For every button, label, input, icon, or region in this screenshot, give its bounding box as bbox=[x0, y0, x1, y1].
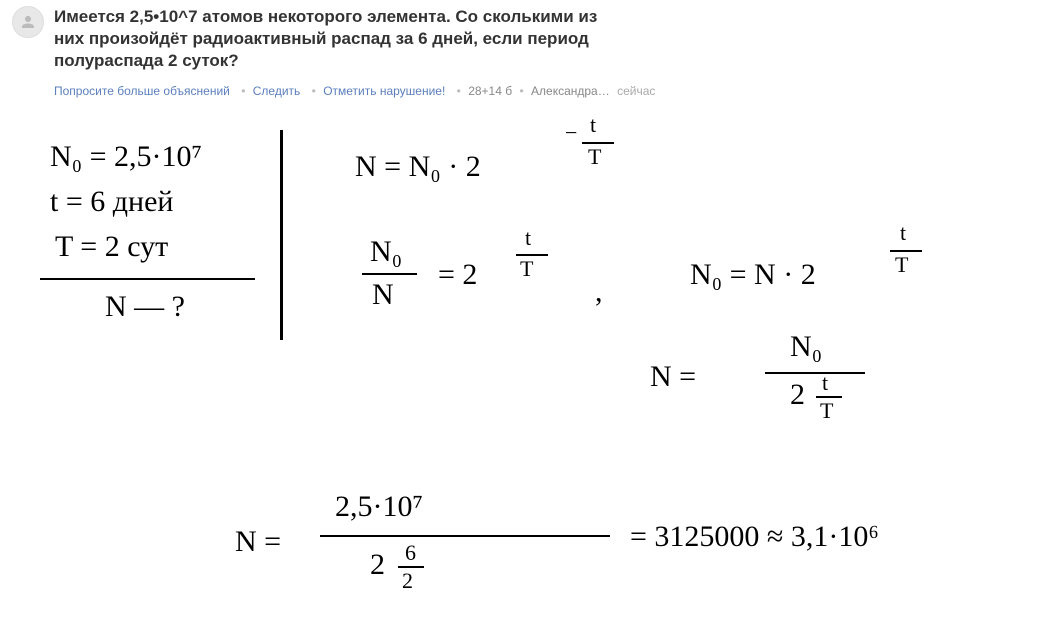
separator-dot: • bbox=[241, 84, 245, 98]
username-label[interactable]: Александра… bbox=[531, 84, 610, 98]
time-label: сейчас bbox=[617, 84, 655, 98]
given-t: t = 6 дней bbox=[50, 185, 173, 219]
avatar[interactable] bbox=[12, 6, 44, 38]
vertical-divider bbox=[280, 130, 283, 340]
eq5-num: 2,5·10⁷ bbox=[335, 490, 423, 524]
given-n0: N₀ = 2,5·10⁷ bbox=[50, 140, 202, 174]
eq2-exp-num: t bbox=[525, 225, 531, 251]
separator-dot: • bbox=[457, 84, 461, 98]
separator-dot: • bbox=[312, 84, 316, 98]
eq5-den-exp-num: 6 bbox=[405, 540, 416, 566]
eq2-exp-den: T bbox=[520, 256, 533, 282]
eq2-num: N₀ bbox=[370, 235, 402, 269]
eq1-exp-num: t bbox=[590, 112, 596, 138]
eq3-exp-num: t bbox=[900, 220, 906, 246]
eq4-frac bbox=[765, 372, 865, 374]
question-meta: Попросите больше объяснений • Следить • … bbox=[54, 84, 655, 98]
find-n: N — ? bbox=[105, 290, 185, 324]
user-icon bbox=[19, 13, 37, 31]
eq2-comma: , bbox=[595, 275, 603, 309]
given-underline bbox=[40, 278, 255, 280]
question-header: Имеется 2,5•10^7 атомов некоторого элеме… bbox=[12, 6, 614, 72]
eq1-neg: − bbox=[565, 120, 577, 146]
ask-more-link[interactable]: Попросите больше объяснений bbox=[54, 84, 230, 98]
eq4-den-exp-num: t bbox=[822, 370, 828, 396]
given-cap-t: T = 2 сут bbox=[55, 230, 168, 264]
eq4-den-base: 2 bbox=[790, 378, 805, 412]
eq3-exp-den: T bbox=[895, 252, 908, 278]
eq5-result: = 3125000 ≈ 3,1·10⁶ bbox=[630, 520, 879, 554]
eq5-den-base: 2 bbox=[370, 548, 385, 582]
eq3-body: N₀ = N · 2 bbox=[690, 258, 816, 292]
eq5-frac bbox=[320, 535, 610, 537]
follow-link[interactable]: Следить bbox=[253, 84, 301, 98]
question-text: Имеется 2,5•10^7 атомов некоторого элеме… bbox=[54, 6, 614, 72]
eq2-frac bbox=[362, 273, 417, 275]
eq1-body: N = N₀ · 2 bbox=[355, 150, 481, 184]
eq1-exp-den: T bbox=[588, 144, 601, 170]
eq2-eq: = 2 bbox=[438, 258, 477, 292]
separator-dot: • bbox=[519, 84, 523, 98]
report-link[interactable]: Отметить нарушение! bbox=[323, 84, 445, 98]
eq5-left: N = bbox=[235, 525, 281, 559]
eq5-den-exp-den: 2 bbox=[402, 568, 413, 594]
eq4-num: N₀ bbox=[790, 330, 822, 364]
eq2-den: N bbox=[372, 278, 394, 312]
eq4-den-exp-den: T bbox=[820, 398, 833, 424]
points-label: 28+14 б bbox=[468, 84, 512, 98]
eq4-left: N = bbox=[650, 360, 696, 394]
